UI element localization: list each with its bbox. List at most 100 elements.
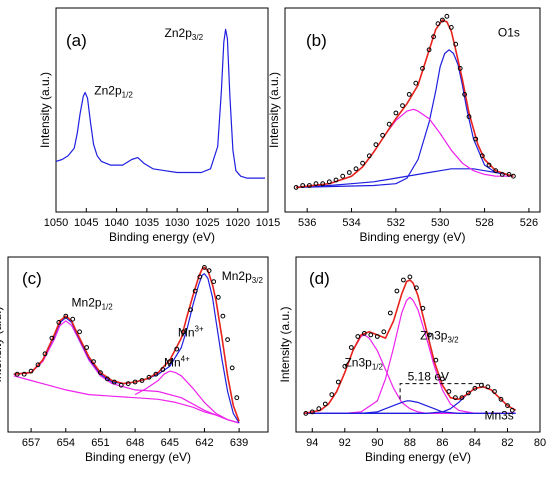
data-point — [444, 13, 450, 19]
data-points — [293, 13, 516, 190]
data-point — [316, 406, 322, 412]
y-axis-label: Intensity (a.u.) — [0, 306, 4, 382]
panel-label: (d) — [309, 269, 330, 288]
x-tick-label: 92 — [339, 437, 351, 449]
data-point — [486, 162, 492, 168]
data-point — [511, 173, 516, 179]
peak-annotation: Zn2p1/2 — [94, 83, 133, 99]
data-point — [386, 121, 392, 127]
panel-label: (c) — [22, 269, 42, 288]
panel-label: (b) — [306, 31, 327, 50]
panel-d: 94 92 90 88 86 84 82 80 Binding energy (eV) Inten… — [278, 256, 546, 464]
x-tick-label: 536 — [298, 217, 316, 229]
y-axis-label: Intensity (a.u.) — [278, 306, 292, 382]
data-point — [499, 172, 505, 177]
data-point — [509, 407, 515, 413]
component-line-2 — [296, 108, 514, 188]
data-point — [355, 334, 361, 339]
data-point — [466, 114, 472, 120]
data-point — [346, 170, 352, 175]
peak-annotation: 5.18 eV — [408, 369, 449, 383]
data-point — [132, 379, 138, 385]
data-point — [420, 305, 426, 311]
x-tick-label: 82 — [501, 437, 513, 449]
data-point — [413, 80, 419, 86]
x-tick-label: 526 — [520, 217, 538, 229]
peak-annotation: O1s — [498, 26, 520, 40]
x-tick-label: 532 — [387, 217, 405, 229]
data-point — [427, 332, 432, 338]
data-point — [234, 395, 240, 401]
data-point — [342, 363, 348, 369]
data-point — [42, 351, 48, 357]
data-point — [368, 332, 374, 338]
data-point — [70, 316, 76, 322]
x-axis-label: Binding energy (eV) — [365, 450, 471, 464]
data-point — [473, 136, 479, 142]
data-point — [506, 172, 512, 177]
plot-frame — [55, 7, 269, 213]
data-point — [498, 396, 504, 402]
x-axis-label: Binding energy (eV) — [85, 450, 191, 464]
component-line-1 — [296, 49, 514, 188]
data-point — [153, 371, 159, 377]
x-tick-label: 86 — [436, 437, 448, 449]
data-point — [426, 47, 432, 53]
x-tick-label: 1050 — [44, 217, 68, 229]
x-tick-label: 1045 — [74, 217, 98, 229]
data-point — [303, 411, 309, 416]
x-tick-label: 528 — [475, 217, 493, 229]
x-axis-label: Binding energy (eV) — [109, 230, 215, 244]
data-point — [393, 110, 399, 116]
envelope-line-3 — [296, 19, 514, 189]
x-tick-label: 645 — [161, 437, 179, 449]
data-point — [111, 379, 117, 385]
plot-frame — [284, 7, 541, 213]
data-point — [348, 345, 354, 350]
data-point — [380, 132, 386, 138]
data-point — [320, 181, 326, 187]
data-point — [360, 160, 366, 166]
peak-annotation: Mn3+ — [178, 325, 204, 340]
data-point — [407, 274, 413, 280]
data-point — [457, 66, 463, 71]
data-point — [472, 385, 478, 391]
envelope-line-5 — [303, 279, 517, 415]
data-point — [229, 365, 235, 371]
data-point — [406, 92, 412, 97]
x-tick-label: 80 — [534, 437, 546, 449]
data-point — [431, 34, 437, 40]
data-point — [21, 371, 27, 377]
y-axis-label: Intensity (a.u.) — [267, 72, 281, 148]
data-point — [63, 313, 69, 319]
data-point — [400, 103, 405, 108]
data-point — [167, 359, 173, 365]
x-tick-label: 1035 — [135, 217, 159, 229]
peak-annotation: Mn2p3/2 — [222, 269, 264, 285]
component-line-3 — [304, 400, 516, 414]
component-line-2 — [134, 370, 240, 424]
panel-label: (a) — [66, 31, 87, 50]
x-tick-label: 1015 — [256, 217, 280, 229]
data-point — [91, 359, 96, 365]
data-point — [326, 179, 332, 185]
data-point — [77, 329, 82, 335]
data-point — [333, 177, 339, 183]
data-point — [49, 335, 55, 341]
data-point — [493, 168, 499, 174]
x-tick-label: 84 — [469, 437, 481, 449]
data-point — [446, 389, 452, 394]
data-points — [303, 274, 515, 416]
data-point — [440, 17, 445, 23]
peak-annotation: Mn4+ — [164, 354, 190, 369]
data-point — [505, 403, 510, 409]
data-point — [448, 25, 454, 30]
data-point — [35, 362, 41, 368]
y-axis-label: Intensity (a.u.) — [38, 72, 52, 148]
plot-frame — [7, 256, 269, 433]
x-tick-label: 654 — [57, 437, 75, 449]
background-line-0 — [296, 168, 514, 188]
data-points — [14, 265, 240, 401]
data-point — [420, 66, 425, 71]
